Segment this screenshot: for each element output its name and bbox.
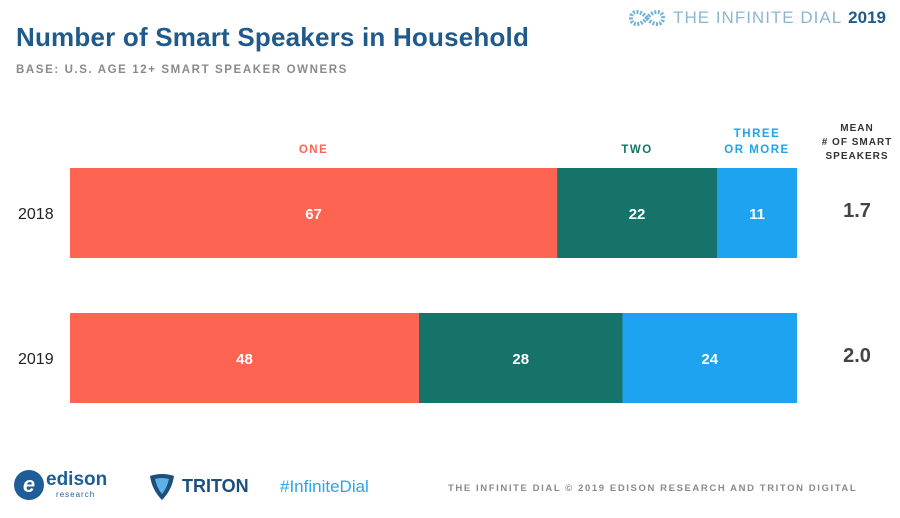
- data-label: 22: [629, 206, 646, 223]
- category-label: 2019: [18, 351, 54, 368]
- triton-shield-icon: [150, 474, 174, 500]
- bar-segment: [622, 313, 797, 403]
- data-label: 48: [236, 351, 253, 368]
- edison-wordmark: edison: [46, 469, 108, 490]
- mean-value: 1.7: [843, 200, 871, 222]
- series-label: TWO: [621, 144, 652, 156]
- edison-subtitle: research: [56, 490, 96, 499]
- series-label: ONE: [299, 144, 328, 156]
- edison-e-icon: e: [14, 470, 44, 500]
- data-label: 24: [701, 351, 718, 368]
- mean-header: # OF SMART: [822, 137, 893, 148]
- triton-wordmark: TRITON: [182, 475, 249, 496]
- mean-header: MEAN: [840, 123, 873, 134]
- brand-text: THE INFINITE DIAL: [673, 8, 843, 27]
- brand-logo: THE INFINITE DIAL 2019: [627, 7, 886, 29]
- category-label: 2018: [18, 206, 54, 223]
- page-subtitle: BASE: U.S. AGE 12+ SMART SPEAKER OWNERS: [16, 64, 348, 76]
- bar-segment: [557, 168, 718, 258]
- bar-segment: [418, 313, 623, 403]
- infinity-icon: [629, 10, 666, 26]
- series-label: OR MORE: [724, 144, 789, 156]
- hashtag-link[interactable]: #InfiniteDial: [280, 477, 369, 496]
- edison-research-logo: e edison research: [14, 470, 107, 500]
- data-label: 11: [749, 206, 765, 223]
- brand-year: 2019: [848, 8, 886, 27]
- page-title: Number of Smart Speakers in Household: [16, 22, 530, 52]
- bar-segment: [70, 168, 558, 258]
- copyright-text: THE INFINITE DIAL © 2019 EDISON RESEARCH…: [448, 483, 858, 494]
- mean-header: SPEAKERS: [825, 151, 888, 162]
- triton-logo: TRITON: [146, 470, 249, 502]
- data-label: 28: [512, 351, 529, 368]
- data-label: 67: [305, 206, 322, 223]
- bar-segment: [70, 313, 419, 403]
- series-label: THREE: [734, 128, 780, 140]
- mean-value: 2.0: [843, 345, 871, 367]
- bar-segment: [717, 168, 797, 258]
